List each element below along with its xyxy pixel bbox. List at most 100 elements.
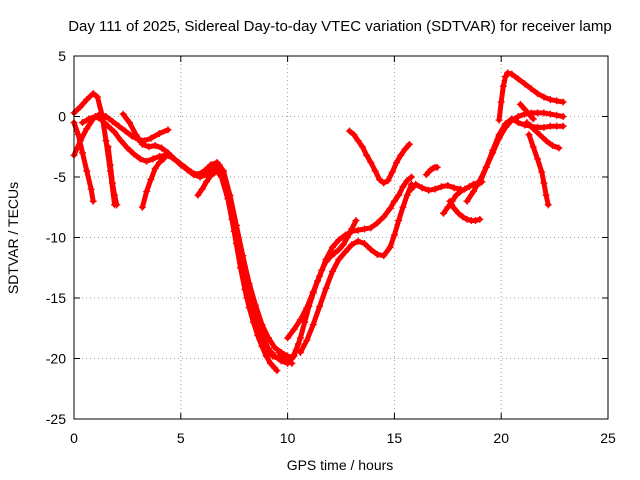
series-line bbox=[297, 181, 414, 355]
data-point bbox=[316, 302, 324, 310]
data-point bbox=[98, 116, 106, 124]
data-point bbox=[151, 165, 159, 173]
data-point bbox=[553, 111, 561, 119]
data-point bbox=[108, 117, 116, 125]
data-point bbox=[258, 342, 266, 350]
series-track-20 bbox=[476, 115, 567, 187]
data-point bbox=[461, 185, 469, 193]
data-point bbox=[521, 80, 529, 88]
data-point bbox=[508, 70, 516, 78]
data-point bbox=[85, 115, 93, 123]
data-point bbox=[495, 131, 503, 139]
series-track-18 bbox=[446, 197, 484, 225]
data-point bbox=[553, 97, 561, 105]
series-track-23 bbox=[525, 131, 552, 209]
data-point bbox=[303, 336, 311, 344]
data-point bbox=[536, 131, 544, 139]
data-point bbox=[136, 155, 144, 163]
data-point bbox=[296, 334, 304, 342]
data-point bbox=[437, 183, 445, 191]
data-point bbox=[469, 188, 477, 196]
y-tick-labels: 5 0 -5 -10 -15 -20 -25 bbox=[46, 48, 66, 427]
y-tick-label: -25 bbox=[46, 411, 66, 427]
data-point bbox=[501, 73, 509, 81]
data-point bbox=[207, 161, 215, 169]
data-point bbox=[350, 131, 358, 139]
data-point bbox=[126, 119, 134, 127]
data-point bbox=[119, 110, 127, 118]
data-point bbox=[401, 145, 409, 153]
data-point bbox=[540, 93, 548, 101]
data-point bbox=[102, 113, 110, 120]
series-track-6 bbox=[104, 143, 121, 209]
data-point bbox=[497, 98, 505, 106]
data-point bbox=[303, 304, 311, 312]
data-point bbox=[548, 142, 556, 150]
data-point bbox=[525, 131, 533, 139]
x-axis-label: GPS time / hours bbox=[287, 457, 394, 473]
data-point bbox=[162, 151, 170, 159]
data-point bbox=[123, 144, 131, 152]
data-point bbox=[380, 179, 388, 187]
data-point bbox=[546, 110, 554, 118]
data-point bbox=[559, 98, 567, 106]
data-point bbox=[309, 288, 317, 296]
data-point bbox=[279, 355, 287, 362]
data-point bbox=[160, 155, 168, 163]
data-point bbox=[452, 191, 460, 199]
data-point bbox=[155, 129, 163, 137]
data-point bbox=[450, 204, 458, 212]
data-point bbox=[89, 90, 97, 98]
data-point bbox=[113, 201, 121, 209]
data-point bbox=[495, 116, 503, 124]
data-point bbox=[463, 197, 471, 205]
data-point bbox=[198, 185, 206, 193]
data-point bbox=[290, 325, 298, 333]
data-point bbox=[354, 237, 362, 245]
data-point bbox=[76, 103, 84, 111]
data-point bbox=[151, 142, 159, 150]
data-point bbox=[501, 120, 509, 128]
data-point bbox=[521, 105, 529, 113]
data-point bbox=[525, 110, 533, 118]
data-point bbox=[412, 180, 420, 188]
data-point bbox=[405, 140, 413, 148]
data-point bbox=[292, 346, 300, 354]
data-point bbox=[335, 246, 343, 254]
data-point bbox=[262, 352, 270, 360]
data-point bbox=[309, 321, 317, 329]
data-point bbox=[143, 157, 151, 165]
data-point bbox=[390, 197, 398, 205]
data-point bbox=[104, 122, 112, 130]
data-point bbox=[465, 183, 473, 191]
data-point bbox=[271, 344, 279, 352]
data-point bbox=[232, 240, 240, 248]
data-point bbox=[472, 217, 480, 225]
data-point bbox=[542, 137, 550, 145]
data-point bbox=[258, 321, 266, 329]
data-point bbox=[104, 143, 112, 151]
data-point bbox=[138, 140, 146, 148]
data-point bbox=[207, 172, 215, 180]
data-point bbox=[393, 158, 401, 166]
data-point bbox=[200, 167, 208, 175]
data-point bbox=[275, 348, 283, 356]
data-point bbox=[450, 184, 458, 192]
data-point bbox=[559, 122, 567, 130]
data-point bbox=[395, 191, 403, 199]
series-track-12 bbox=[284, 173, 415, 342]
data-point bbox=[245, 279, 253, 287]
data-point bbox=[529, 125, 537, 133]
data-point bbox=[149, 155, 157, 163]
data-point bbox=[425, 186, 433, 194]
data-point bbox=[346, 127, 354, 135]
data-point bbox=[316, 272, 324, 280]
data-point bbox=[482, 163, 490, 171]
data-point bbox=[546, 122, 554, 130]
chart-title: Day 111 of 2025, Sidereal Day-to-day VTE… bbox=[68, 18, 612, 35]
axis-ticks bbox=[73, 55, 609, 420]
data-point bbox=[390, 231, 398, 239]
data-point bbox=[529, 115, 537, 123]
series-track-10 bbox=[224, 191, 281, 375]
